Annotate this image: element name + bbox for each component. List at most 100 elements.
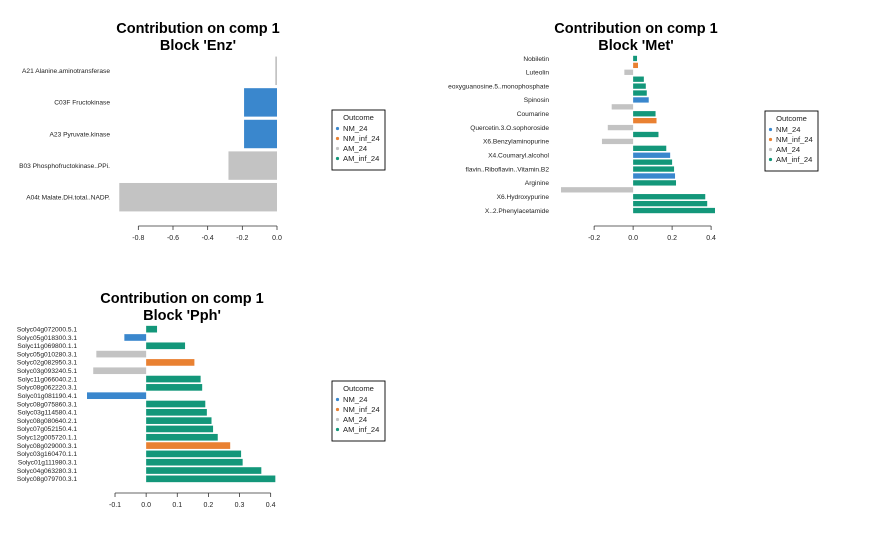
category-label: X6.Benzylaminopurine [483,139,549,146]
legend-marker [335,146,340,151]
legend-marker [768,127,773,132]
bar [146,375,201,383]
bar [146,450,242,458]
bar [146,417,212,424]
bar [146,359,195,366]
legend-marker [768,157,773,162]
bar [146,467,262,474]
bar [146,384,203,391]
bar [633,173,676,179]
x-tick-label: 0.2 [204,502,214,509]
bar [146,425,214,433]
chart-title: Contribution on comp 1 [554,21,718,37]
legend-entry: AM_inf_24 [343,425,379,434]
category-label: Solyc11g066040.2.1 [17,376,77,383]
category-label: Arginine [525,180,550,187]
category-label: eoxyguanosine.5..monophosphate [448,83,549,90]
bar [611,104,634,110]
bar [633,111,656,117]
legend-box [331,109,386,171]
legend-entry: AM_24 [343,144,367,153]
x-tick-label: 0.0 [272,235,282,242]
bar [633,207,715,214]
category-label: Solyc03g160470.1.1 [17,451,77,458]
bar [146,433,218,441]
category-label: X6.Hydroxypurine [497,194,550,201]
bar [633,166,675,172]
category-label: Solyc04g063280.3.1 [17,468,77,475]
bar [124,334,147,341]
legend-entry: AM_inf_24 [776,155,812,164]
legend-marker [335,156,340,161]
bar [146,408,207,416]
x-tick-label: -0.1 [109,502,121,509]
bar [561,187,634,193]
category-label: X..2.Phenylacetamide [485,208,549,215]
bar [633,180,677,186]
bar [146,325,158,333]
legend-entry: AM_24 [776,145,800,154]
legend-entry: AM_inf_24 [343,154,379,163]
category-label: Solyc01g111980.3.1 [18,460,77,467]
bar [146,442,231,449]
legend-title: Outcome [776,114,807,123]
legend-marker [335,136,340,141]
category-label: Nobiletin [523,56,549,63]
category-label: Solyc01g081190.4.1 [17,393,77,400]
bar [633,200,708,207]
bar [633,76,644,82]
bar [633,194,706,200]
category-label: Spinosin [524,97,550,104]
x-tick-label: 0.2 [667,235,677,242]
x-tick-label: 0.0 [628,235,638,242]
chart-subtitle: Block 'Pph' [143,308,221,324]
legend-entry: NM_inf_24 [776,135,813,144]
chart-subtitle: Block 'Enz' [160,38,236,54]
category-label: A23 Pyruvate.kinase [50,131,111,138]
bar [633,83,646,89]
legend-entry: NM_24 [343,395,367,404]
x-tick-label: -0.4 [202,235,214,242]
category-label: Solyc11g069800.1.1 [17,343,77,350]
category-label: Coumarine [517,111,550,118]
x-tick-label: 0.4 [706,235,716,242]
bar [244,119,277,149]
bar [607,124,634,131]
x-tick-label: -0.6 [167,235,179,242]
bar [633,55,638,62]
category-label: Luteolin [526,70,549,77]
bar [244,88,277,117]
bar [633,90,647,96]
category-label: Solyc07g052150.4.1 [17,426,77,433]
legend-box [764,110,819,172]
x-tick-label: 0.0 [141,502,151,509]
bar [275,56,277,86]
bar [633,145,667,151]
category-label: Quercetin.3.O.sophoroside [470,125,549,132]
category-label: Solyc08g075860.3.1 [17,401,77,408]
category-label: Solyc08g029000.3.1 [17,443,77,450]
category-label: Solyc03g093240.5.1 [17,368,77,375]
legend-entry: NM_24 [776,125,800,134]
category-label: Solyc08g079700.3.1 [17,476,77,483]
bar [624,69,634,75]
bar [633,62,638,69]
x-tick-label: 0.4 [266,502,276,509]
category-label: Solyc02g082950.3.1 [17,360,77,367]
x-tick-label: -0.2 [236,235,248,242]
legend-box [331,380,386,442]
chart-title: Contribution on comp 1 [116,21,280,37]
legend-entry: NM_24 [343,124,367,133]
x-tick-label: 0.3 [235,502,245,509]
bar [601,138,634,145]
bar [633,118,657,124]
category-label: A04t Malate.DH.total..NADP. [26,195,110,202]
bar [146,475,276,483]
legend-marker [335,397,340,402]
chart-title: Contribution on comp 1 [100,291,264,307]
bar [146,400,206,408]
bar [87,392,147,400]
